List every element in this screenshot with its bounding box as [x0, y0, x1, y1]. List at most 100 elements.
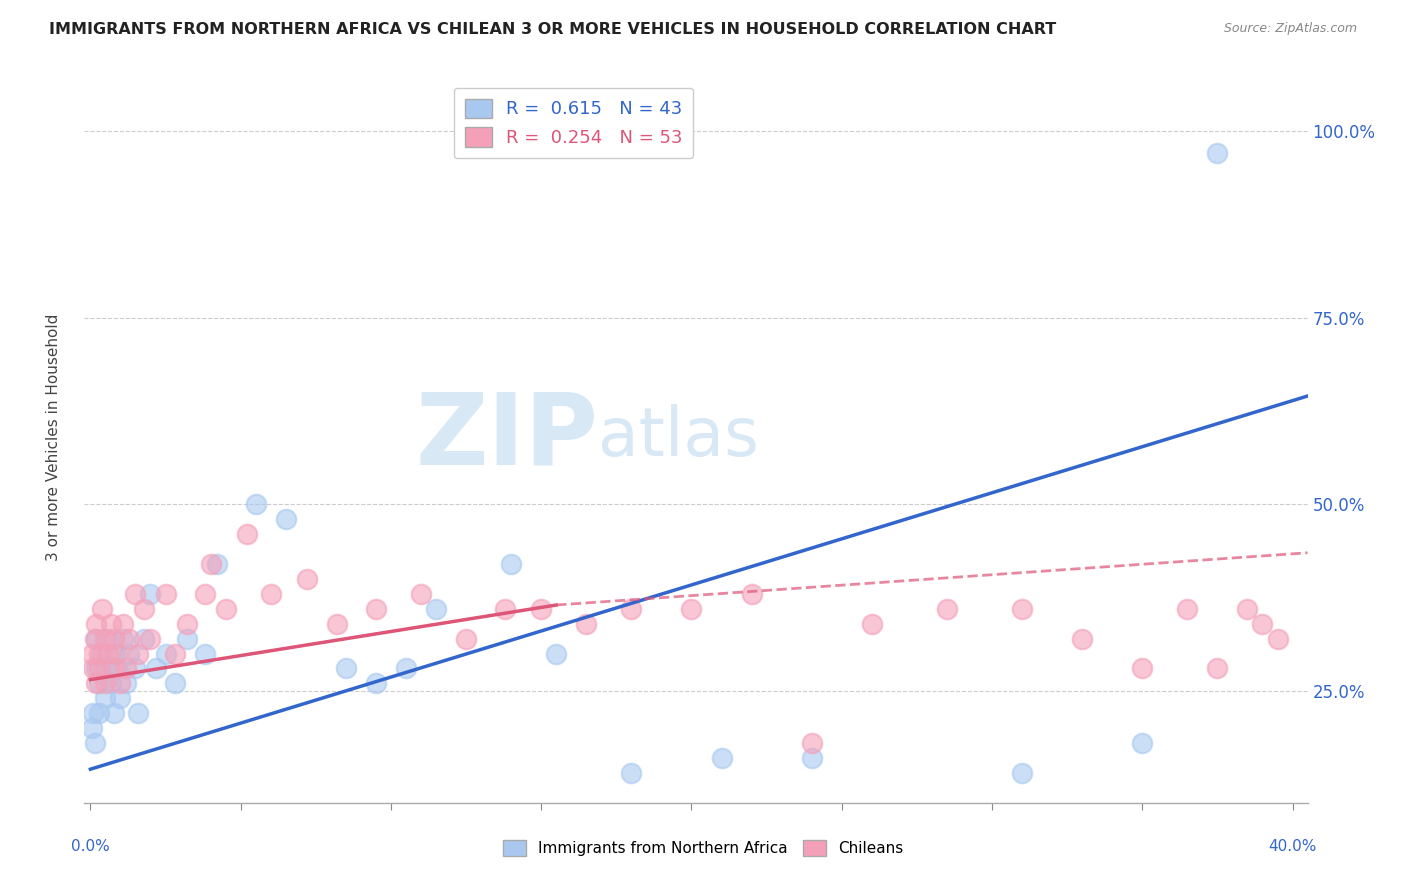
- Text: 40.0%: 40.0%: [1268, 839, 1317, 855]
- Text: 0.0%: 0.0%: [70, 839, 110, 855]
- Point: [163, 647, 186, 661]
- Point: [86, 632, 108, 646]
- Point: [112, 616, 135, 631]
- Point: [97, 632, 120, 646]
- Point: [1206, 146, 1229, 161]
- Point: [409, 587, 432, 601]
- Point: [94, 691, 117, 706]
- Point: [1130, 736, 1153, 750]
- Point: [134, 632, 156, 646]
- Point: [155, 587, 177, 601]
- Point: [1251, 616, 1274, 631]
- Legend: Immigrants from Northern Africa, Chileans: Immigrants from Northern Africa, Chilean…: [496, 834, 910, 862]
- Point: [800, 751, 823, 765]
- Point: [364, 676, 387, 690]
- Point: [107, 647, 129, 661]
- Point: [454, 632, 477, 646]
- Point: [1130, 661, 1153, 675]
- Point: [86, 616, 108, 631]
- Point: [89, 661, 111, 675]
- Point: [235, 527, 257, 541]
- Point: [82, 706, 104, 721]
- Point: [620, 766, 643, 780]
- Point: [103, 632, 125, 646]
- Point: [83, 632, 105, 646]
- Point: [91, 647, 114, 661]
- Point: [335, 661, 357, 675]
- Point: [710, 751, 733, 765]
- Point: [124, 661, 146, 675]
- Point: [86, 661, 108, 675]
- Point: [530, 601, 553, 615]
- Point: [100, 676, 122, 690]
- Point: [935, 601, 957, 615]
- Point: [546, 647, 568, 661]
- Point: [1071, 632, 1094, 646]
- Text: ZIP: ZIP: [415, 389, 598, 485]
- Point: [134, 601, 156, 615]
- Point: [110, 676, 132, 690]
- Point: [139, 632, 162, 646]
- Point: [295, 572, 318, 586]
- Point: [115, 661, 138, 675]
- Point: [214, 601, 236, 615]
- Point: [163, 676, 186, 690]
- Point: [194, 647, 217, 661]
- Point: [1236, 601, 1258, 615]
- Point: [94, 661, 117, 675]
- Point: [395, 661, 418, 675]
- Point: [326, 616, 349, 631]
- Point: [118, 647, 141, 661]
- Point: [94, 676, 117, 690]
- Point: [860, 616, 883, 631]
- Point: [176, 616, 198, 631]
- Point: [103, 706, 125, 721]
- Point: [364, 601, 387, 615]
- Point: [110, 691, 132, 706]
- Point: [200, 557, 222, 571]
- Point: [83, 736, 105, 750]
- Point: [800, 736, 823, 750]
- Point: [124, 587, 146, 601]
- Point: [425, 601, 447, 615]
- Point: [1175, 601, 1198, 615]
- Point: [494, 601, 516, 615]
- Point: [194, 587, 217, 601]
- Point: [103, 647, 125, 661]
- Point: [118, 632, 141, 646]
- Point: [1011, 601, 1033, 615]
- Point: [620, 601, 643, 615]
- Point: [86, 676, 108, 690]
- Text: IMMIGRANTS FROM NORTHERN AFRICA VS CHILEAN 3 OR MORE VEHICLES IN HOUSEHOLD CORRE: IMMIGRANTS FROM NORTHERN AFRICA VS CHILE…: [49, 22, 1056, 37]
- Point: [100, 616, 122, 631]
- Text: atlas: atlas: [598, 404, 759, 470]
- Point: [127, 647, 149, 661]
- Point: [245, 497, 267, 511]
- Point: [260, 587, 283, 601]
- Point: [80, 647, 103, 661]
- Point: [205, 557, 228, 571]
- Point: [127, 706, 149, 721]
- Y-axis label: 3 or more Vehicles in Household: 3 or more Vehicles in Household: [46, 313, 60, 561]
- Point: [89, 706, 111, 721]
- Point: [107, 661, 129, 675]
- Point: [97, 647, 120, 661]
- Text: Source: ZipAtlas.com: Source: ZipAtlas.com: [1223, 22, 1357, 36]
- Point: [91, 601, 114, 615]
- Point: [94, 632, 117, 646]
- Legend: R =  0.615   N = 43, R =  0.254   N = 53: R = 0.615 N = 43, R = 0.254 N = 53: [454, 87, 693, 158]
- Point: [274, 512, 297, 526]
- Point: [115, 676, 138, 690]
- Point: [501, 557, 523, 571]
- Point: [139, 587, 162, 601]
- Point: [681, 601, 703, 615]
- Point: [155, 647, 177, 661]
- Point: [89, 647, 111, 661]
- Point: [112, 632, 135, 646]
- Point: [176, 632, 198, 646]
- Point: [1206, 661, 1229, 675]
- Point: [145, 661, 167, 675]
- Point: [80, 721, 103, 735]
- Point: [82, 661, 104, 675]
- Point: [89, 676, 111, 690]
